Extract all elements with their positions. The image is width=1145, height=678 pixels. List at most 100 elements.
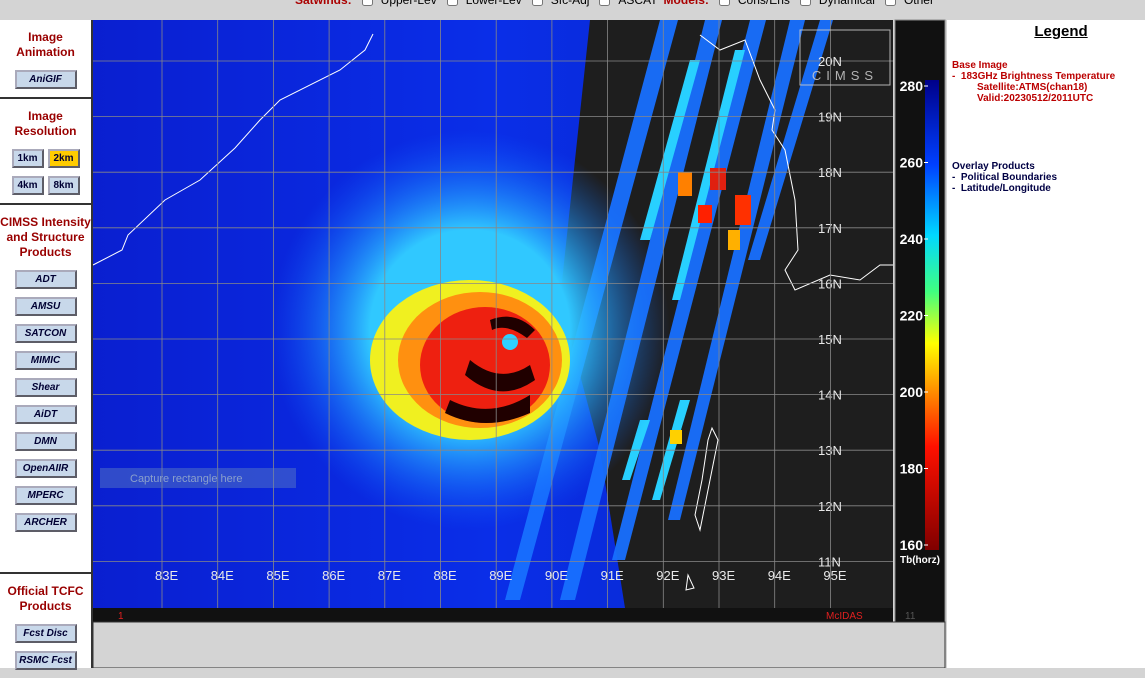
top-bar: Satwinds: Upper-Lev Lower-Lev Sfc-Adj ASCAT M… [0,0,1145,20]
storm-core [420,307,550,423]
colorbar-tick-label: 180 [900,461,924,477]
longitude-label: 88E [434,568,457,583]
lower-panel [92,621,946,668]
button[interactable]: SATCON [14,324,77,343]
latitude-label: 13N [818,443,842,458]
longitude-label: 92E [656,568,679,583]
button[interactable]: 1km [11,149,44,168]
base-heading: Base Image [952,60,1008,71]
button[interactable]: 4km [11,176,44,195]
button[interactable]: MPERC [14,486,77,505]
colorbar-label: Tb(horz) [900,555,940,566]
option-checkbox[interactable] [884,0,896,6]
longitude-label: 95E [823,568,846,583]
latitude-label: 15N [818,332,842,347]
overlay-heading: Overlay Products [952,161,1035,172]
option-group-label: Models: [663,0,709,7]
frame-number: 1 [118,611,124,622]
button[interactable]: 2km [47,149,80,168]
capture-box[interactable] [100,468,296,488]
longitude-label: 84E [211,568,234,583]
button[interactable]: AMSU [14,297,77,316]
option-label: Dynamical [818,0,875,7]
satellite: Satellite:ATMS(chan18) [977,82,1088,93]
storm-eye [502,334,518,350]
colorbar-tick-label: 280 [900,78,924,94]
status-bar [93,608,893,622]
longitude-label: 85E [266,568,289,583]
option-label: Other [903,0,934,7]
colorbar-tick-label: 260 [900,155,924,171]
frame-total: 11 [905,611,916,622]
overlay-list: - Political Boundaries - Latitude/Longitu… [952,172,1145,194]
overlay-item: - Latitude/Longitude [952,183,1051,194]
colorbar-tick-label: 160 [900,537,924,553]
button[interactable]: DMN [14,432,77,451]
imagery: 20N 19N 18N 17N 16N 15N 14N 13N 12N 11N 83E 84E 85E 8… [93,20,893,608]
option-checkbox[interactable] [531,0,543,6]
longitude-label: 87E [378,568,401,583]
button[interactable]: AniGIF [14,70,77,89]
option-label: Sfc-Adj [550,0,590,7]
longitude-label: 89E [489,568,512,583]
sidebar-section: Image Resolution 1km 2km 4km 8km [0,99,91,205]
sidebar-section: CIMSS Intensity and Structure Products AD… [0,205,91,574]
valid-time: Valid:20230512/2011UTC [977,93,1094,104]
button[interactable]: AiDT [14,405,77,424]
colorbar-ticks: 280 260 240 220 200 180 160 [900,78,928,553]
option-checkbox[interactable] [799,0,811,6]
latitude-label: 12N [818,499,842,514]
overlay-item: - Political Boundaries [952,172,1058,183]
colorbar-tick-label: 200 [900,384,924,400]
storm-coldest [445,316,535,423]
latitude-label: 16N [818,276,842,291]
button[interactable]: ADT [14,270,77,289]
latitude-label: 17N [818,221,842,236]
base-product: - 183GHz Brightness Temperature [952,71,1116,82]
latitude-label: 18N [818,165,842,180]
longitude-label: 93E [712,568,735,583]
swath-convection [670,168,751,444]
logo-text: CIMSS [812,68,878,83]
capture-hint: Capture rectangle here [130,473,243,485]
logo: CIMSS [799,29,891,86]
colorbar [925,80,939,550]
button[interactable]: Fcst Disc [14,624,77,643]
legend: Legend Base Image - 183GHz Brightness Te… [947,20,1145,668]
button[interactable]: Shear [14,378,77,397]
section-title: Official TCFC Products [7,584,84,613]
option-checkbox[interactable] [718,0,730,6]
option-label: Upper-Lev [380,0,437,7]
lat-lon-grid: 20N 19N 18N 17N 16N 15N 14N 13N 12N 11N 83E 84E 85E 8… [93,20,893,608]
option-label: ASCAT [618,0,658,7]
longitude-label: 90E [545,568,568,583]
latitude-label: 14N [818,388,842,403]
sidebar: Image Animation AniGIF Image Resolution 1km… [0,20,93,670]
button[interactable]: 8km [47,176,80,195]
option-label: Lower-Lev [465,0,522,7]
option-checkbox[interactable] [446,0,458,6]
option-checkbox[interactable] [599,0,611,6]
longitude-label: 86E [322,568,345,583]
section-title: CIMSS Intensity and Structure Products [0,215,91,259]
overlay-options: Satwinds: Upper-Lev Lower-Lev Sfc-Adj ASCAT M… [295,0,934,7]
longitude-label: 91E [601,568,624,583]
button[interactable]: MIMIC [14,351,77,370]
sidebar-section: Official TCFC Products Fcst Disc RSMC Fcst [0,574,91,678]
button-group: 1km 2km 4km 8km [0,149,91,195]
software: McIDAS [826,611,863,622]
section-title: Image Animation [16,30,75,59]
option-checkbox[interactable] [361,0,373,6]
button[interactable]: OpenAIIR [14,459,77,478]
button-group: Fcst Disc RSMC Fcst [0,624,91,670]
sidebar-section: Image Animation AniGIF [0,20,91,99]
option-label: Cons/Ens [737,0,790,7]
option-group-label: Satwinds: [295,0,352,7]
button[interactable]: ARCHER [14,513,77,532]
section-title: Image Resolution [14,109,77,138]
colorbar-tick-label: 240 [900,231,924,247]
longitude-label: 83E [155,568,178,583]
latitude-label: 19N [818,110,842,125]
